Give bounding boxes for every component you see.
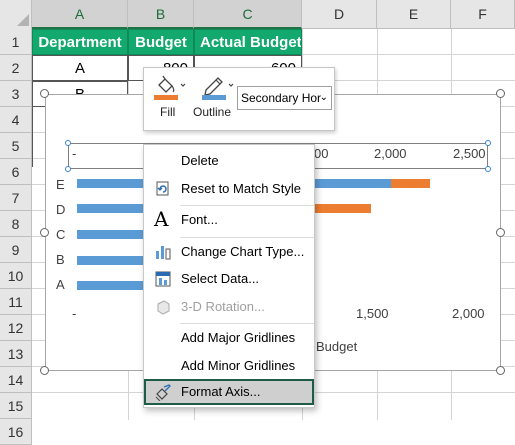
primary-axis-tick: 1,500 — [356, 306, 389, 321]
context-menu: Delete Reset to Match Style A Font... Ch… — [143, 144, 315, 408]
reset-style-icon — [156, 181, 169, 196]
fill-label: Fill — [160, 105, 176, 119]
table-border — [32, 107, 128, 167]
cell-b1[interactable]: Budget — [128, 29, 194, 55]
chevron-down-icon: ⌄ — [319, 92, 328, 103]
menu-item-label: Select Data... — [181, 271, 260, 286]
select-data-icon — [155, 271, 171, 287]
row-header-14[interactable]: 14 — [0, 367, 32, 393]
menu-item-format-axis[interactable]: Format Axis... — [144, 379, 314, 405]
bar-e-budget[interactable] — [77, 179, 143, 188]
axis-handle[interactable] — [485, 140, 491, 146]
secondary-axis-tick: 2,000 — [374, 146, 407, 161]
menu-item-label: Font... — [181, 212, 218, 227]
axis-handle[interactable] — [65, 166, 71, 172]
bar-a-budget[interactable] — [77, 281, 143, 290]
menu-item-font[interactable]: A Font... — [144, 207, 314, 233]
chart-resize-handle[interactable] — [496, 228, 505, 237]
axis-handle[interactable] — [65, 140, 71, 146]
menu-item-label: Change Chart Type... — [181, 244, 305, 259]
chart-resize-handle[interactable] — [40, 366, 49, 375]
rotation-icon — [157, 300, 170, 315]
chart-element-selector-value: Secondary Hor — [241, 91, 322, 105]
bar-e-actual[interactable] — [391, 179, 430, 188]
row-header-13[interactable]: 13 — [0, 341, 32, 367]
menu-separator — [180, 205, 314, 206]
chart-resize-handle[interactable] — [496, 366, 505, 375]
column-header-e[interactable]: E — [377, 0, 451, 29]
menu-item-delete[interactable]: Delete — [144, 148, 314, 174]
menu-item-label: Format Axis... — [181, 384, 261, 399]
row-header-10[interactable]: 10 — [0, 263, 32, 289]
row-header-2[interactable]: 2 — [0, 55, 32, 81]
bar-d-budget[interactable] — [77, 204, 143, 213]
column-header-d[interactable]: D — [302, 0, 377, 29]
row-header-6[interactable]: 6 — [0, 159, 32, 185]
menu-item-label: Add Major Gridlines — [181, 330, 296, 345]
row-header-9[interactable]: 9 — [0, 237, 32, 263]
format-axis-icon — [155, 384, 171, 401]
menu-item-add-major-gridlines[interactable]: Add Major Gridlines — [144, 325, 314, 351]
row-header-16[interactable]: 16 — [0, 419, 32, 445]
secondary-axis-tick: - — [72, 146, 77, 161]
row-header-8[interactable]: 8 — [0, 211, 32, 237]
row-header-3[interactable]: 3 — [0, 81, 32, 107]
category-label: C — [56, 227, 66, 242]
category-label: D — [56, 202, 66, 217]
category-label: A — [56, 277, 65, 292]
menu-item-label: Reset to Match Style — [181, 181, 301, 196]
bar-d-actual[interactable] — [315, 204, 371, 213]
menu-item-label: Add Minor Gridlines — [181, 358, 296, 373]
menu-item-3d-rotation: 3-D Rotation... — [144, 294, 314, 320]
cell-c1[interactable]: Actual Budget — [194, 29, 302, 55]
menu-item-change-chart-type[interactable]: Change Chart Type... — [144, 239, 314, 265]
row-header-15[interactable]: 15 — [0, 393, 32, 419]
category-label: E — [56, 177, 65, 192]
primary-axis-tick: 2,000 — [452, 306, 485, 321]
select-all-triangle-icon — [17, 14, 29, 26]
primary-axis-tick: - — [72, 306, 77, 321]
menu-separator — [180, 237, 314, 238]
outline-button[interactable] — [200, 72, 236, 104]
axis-title: Budget — [316, 339, 358, 354]
chart-element-selector[interactable]: Secondary Hor ⌄ — [237, 86, 332, 110]
axis-handle[interactable] — [485, 166, 491, 172]
column-header-f[interactable]: F — [451, 0, 515, 29]
menu-item-reset-to-match-style[interactable]: Reset to Match Style — [144, 176, 314, 202]
menu-item-add-minor-gridlines[interactable]: Add Minor Gridlines — [144, 353, 314, 379]
menu-item-label: Delete — [181, 153, 219, 168]
row-header-1[interactable]: 1 — [0, 29, 32, 55]
category-label: B — [56, 252, 65, 267]
menu-separator — [180, 323, 314, 324]
row-header-11[interactable]: 11 — [0, 289, 32, 315]
bar-e-budget-right[interactable] — [315, 179, 391, 188]
cell-a1[interactable]: Department — [32, 29, 128, 55]
row-header-5[interactable]: 5 — [0, 133, 32, 159]
menu-item-label: 3-D Rotation... — [181, 299, 265, 314]
bar-c-budget[interactable] — [77, 230, 143, 239]
fill-button[interactable] — [152, 72, 188, 104]
chart-resize-handle[interactable] — [40, 228, 49, 237]
row-header-7[interactable]: 7 — [0, 185, 32, 211]
row-header-4[interactable]: 4 — [0, 107, 32, 133]
row-header-12[interactable]: 12 — [0, 315, 32, 341]
paint-bucket-icon — [154, 75, 186, 100]
chart-type-icon — [156, 246, 171, 260]
secondary-axis-tick: 00 — [314, 146, 329, 161]
mini-toolbar: Fill Outline Secondary Hor ⌄ — [143, 67, 335, 131]
outline-label: Outline — [193, 105, 232, 119]
pen-outline-icon — [202, 77, 234, 100]
chart-resize-handle[interactable] — [496, 89, 505, 98]
secondary-axis-tick: 2,500 — [453, 146, 486, 161]
column-header-a[interactable]: A — [32, 0, 128, 29]
cell-a2[interactable]: A — [32, 55, 128, 81]
column-header-c[interactable]: C — [194, 0, 302, 29]
bar-b-budget[interactable] — [77, 256, 143, 265]
font-icon: A — [154, 207, 169, 231]
menu-item-select-data[interactable]: Select Data... — [144, 266, 314, 292]
chart-resize-handle[interactable] — [40, 89, 49, 98]
column-header-b[interactable]: B — [128, 0, 194, 29]
